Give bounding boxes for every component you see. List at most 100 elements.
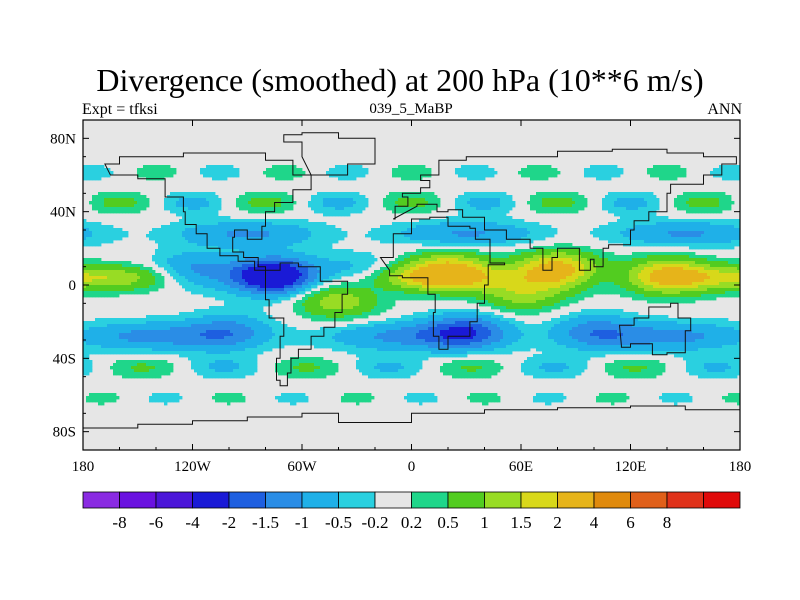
- field-cell: [317, 264, 321, 268]
- field-cell: [722, 192, 726, 196]
- field-cell: [467, 249, 471, 253]
- field-cell: [617, 231, 621, 235]
- field-cell: [191, 219, 195, 223]
- field-cell: [290, 195, 294, 199]
- field-cell: [455, 216, 459, 220]
- field-cell: [629, 198, 633, 202]
- field-cell: [398, 198, 402, 202]
- field-cell: [464, 252, 468, 256]
- field-cell: [422, 201, 426, 205]
- field-cell: [227, 249, 231, 253]
- field-cell: [116, 207, 120, 211]
- field-cell: [338, 204, 342, 208]
- field-cell: [716, 267, 720, 271]
- field-cell: [485, 165, 489, 169]
- field-cell: [692, 240, 696, 244]
- field-cell: [170, 240, 174, 244]
- field-cell: [176, 237, 180, 241]
- field-cell: [296, 243, 300, 247]
- field-cell: [482, 264, 486, 268]
- field-cell: [230, 255, 234, 259]
- field-cell: [458, 252, 462, 256]
- field-cell: [200, 258, 204, 262]
- field-cell: [209, 216, 213, 220]
- field-cell: [458, 267, 462, 271]
- field-cell: [683, 258, 687, 262]
- field-cell: [167, 228, 171, 232]
- field-cell: [554, 168, 558, 172]
- field-cell: [470, 207, 474, 211]
- field-cell: [476, 222, 480, 226]
- field-cell: [668, 231, 672, 235]
- field-cell: [710, 171, 714, 175]
- field-cell: [185, 255, 189, 259]
- field-cell: [218, 243, 222, 247]
- field-cell: [317, 207, 321, 211]
- field-cell: [437, 225, 441, 229]
- field-cell: [689, 222, 693, 226]
- field-cell: [320, 246, 324, 250]
- field-cell: [323, 192, 327, 196]
- field-cell: [509, 270, 513, 274]
- field-cell: [500, 267, 504, 271]
- field-cell: [557, 261, 561, 265]
- field-cell: [605, 225, 609, 229]
- field-cell: [212, 231, 216, 235]
- field-cell: [659, 252, 663, 256]
- field-cell: [182, 270, 186, 274]
- field-cell: [665, 252, 669, 256]
- field-cell: [182, 225, 186, 229]
- field-cell: [524, 267, 528, 271]
- field-cell: [92, 201, 96, 205]
- field-cell: [554, 231, 558, 235]
- field-cell: [413, 231, 417, 235]
- field-cell: [197, 273, 201, 277]
- field-cell: [119, 273, 123, 277]
- field-cell: [482, 165, 486, 169]
- field-cell: [641, 225, 645, 229]
- field-cell: [383, 201, 387, 205]
- field-cell: [335, 207, 339, 211]
- field-cell: [353, 258, 357, 262]
- field-cell: [428, 249, 432, 253]
- field-cell: [311, 201, 315, 205]
- field-cell: [416, 177, 420, 181]
- field-cell: [425, 219, 429, 223]
- field-cell: [191, 240, 195, 244]
- field-cell: [611, 234, 615, 238]
- field-cell: [428, 273, 432, 277]
- field-cell: [722, 270, 726, 274]
- field-cell: [527, 225, 531, 229]
- field-cell: [170, 225, 174, 229]
- field-cell: [179, 225, 183, 229]
- field-cell: [170, 234, 174, 238]
- field-cell: [725, 240, 729, 244]
- field-cell: [173, 261, 177, 265]
- field-cell: [431, 264, 435, 268]
- field-cell: [491, 252, 495, 256]
- field-cell: [437, 258, 441, 262]
- field-cell: [683, 243, 687, 247]
- field-cell: [443, 231, 447, 235]
- field-cell: [587, 168, 591, 172]
- field-cell: [344, 165, 348, 169]
- field-cell: [104, 273, 108, 277]
- field-cell: [395, 258, 399, 262]
- field-cell: [278, 243, 282, 247]
- field-cell: [719, 270, 723, 274]
- field-cell: [290, 243, 294, 247]
- field-cell: [227, 168, 231, 172]
- field-cell: [86, 171, 90, 175]
- field-cell: [344, 270, 348, 274]
- field-cell: [704, 270, 708, 274]
- field-cell: [221, 171, 225, 175]
- field-cell: [671, 264, 675, 268]
- field-cell: [134, 204, 138, 208]
- field-cell: [329, 240, 333, 244]
- field-cell: [173, 240, 177, 244]
- field-cell: [311, 207, 315, 211]
- field-cell: [467, 213, 471, 217]
- field-cell: [614, 222, 618, 226]
- field-cell: [725, 201, 729, 205]
- field-cell: [509, 195, 513, 199]
